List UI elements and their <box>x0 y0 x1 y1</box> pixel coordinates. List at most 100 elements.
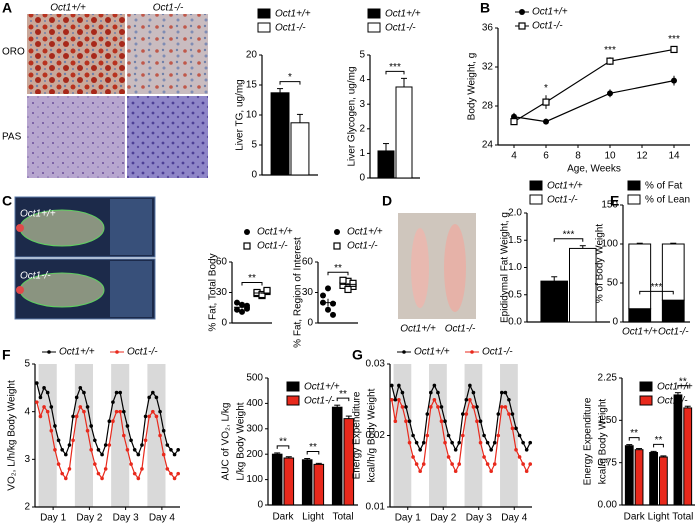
data-point <box>460 412 465 416</box>
y-tick-label: 0.00 <box>598 500 618 511</box>
panel-label: D <box>382 193 392 209</box>
significance-bracket <box>553 238 584 242</box>
data-point <box>234 306 240 313</box>
data-point <box>453 448 458 452</box>
data-point <box>349 279 357 287</box>
significance-bracket <box>279 81 301 85</box>
significance-label: ** <box>309 442 317 453</box>
legend-label: Oct1-/- <box>385 23 416 34</box>
y-axis-label: Liver Glycogen, ug/mg <box>347 66 358 166</box>
bar <box>540 280 569 323</box>
series-line <box>391 383 531 452</box>
data-point <box>140 467 144 471</box>
fat-pad-photo <box>398 213 476 319</box>
data-point <box>325 306 331 313</box>
data-point <box>425 433 430 438</box>
y-tick-label: 24 <box>482 140 494 151</box>
data-point <box>114 390 119 395</box>
data-point <box>489 469 493 474</box>
legend-label: Oct1-/- <box>482 347 513 358</box>
data-point <box>450 440 454 445</box>
data-point <box>172 452 177 457</box>
data-point <box>510 412 515 416</box>
column-label: Oct1-/- <box>153 3 184 14</box>
dark-period <box>38 364 57 507</box>
y-axis-label: L/kg Body Weight <box>236 402 247 480</box>
y-tick-label: 200 <box>246 449 263 460</box>
significance-bracket <box>628 437 640 441</box>
y-tick-label: 28 <box>482 101 494 112</box>
y-tick-label: 100 <box>601 239 618 250</box>
data-point <box>136 476 141 481</box>
data-point <box>325 285 331 292</box>
data-point <box>74 395 79 400</box>
data-point <box>485 440 490 445</box>
y-tick-label: 10 <box>246 110 258 121</box>
data-point <box>111 400 115 404</box>
legend-label: Oct1-/- <box>275 23 306 34</box>
y-tick-label: 1.50 <box>598 415 618 426</box>
y-tick-label: 60 <box>216 257 228 268</box>
y-tick-label: 1.0 <box>508 262 522 273</box>
data-point <box>118 409 122 414</box>
data-point <box>457 440 462 445</box>
legend-label: Oct1+/+ <box>657 382 693 393</box>
legend-label: Oct1-/- <box>657 396 688 407</box>
data-point <box>478 440 483 445</box>
data-point <box>100 452 104 457</box>
y-tick-label: 0.02 <box>366 430 386 441</box>
legend-label: Oct1-/- <box>127 347 158 358</box>
y-axis-label: % Fat, Total Body <box>208 253 219 331</box>
data-point <box>140 443 144 447</box>
y-tick-label: 0.01 <box>366 502 386 513</box>
significance-label: ** <box>339 389 347 400</box>
data-point <box>103 467 108 471</box>
y-tick-label: 30 <box>302 287 314 298</box>
significance-bracket <box>677 385 689 389</box>
data-point <box>524 448 529 452</box>
row-label: ORO <box>2 47 25 58</box>
data-point <box>471 390 476 395</box>
data-point <box>330 311 336 318</box>
data-point <box>671 77 677 84</box>
data-point <box>64 476 68 481</box>
significance-label: ** <box>248 273 256 284</box>
data-point <box>74 414 79 419</box>
data-point <box>154 395 159 400</box>
legend-label: Oct1+/+ <box>532 7 568 18</box>
bar <box>377 150 395 179</box>
dark-period <box>500 364 518 507</box>
panel-label: E <box>610 193 619 209</box>
x-tick-label: 10 <box>604 151 616 162</box>
data-point <box>411 433 415 438</box>
significance-label: *** <box>668 34 680 45</box>
x-tick-label: Day 1 <box>40 513 67 524</box>
dexa-images <box>14 196 156 320</box>
legend-label: Oct1+/+ <box>59 347 95 358</box>
data-point <box>169 471 173 476</box>
bar <box>395 86 413 179</box>
data-point <box>143 414 148 419</box>
x-tick-label: 4 <box>511 151 517 162</box>
data-point <box>132 448 137 452</box>
legend-label: Oct1+/+ <box>385 9 421 20</box>
legend-swatch <box>529 180 543 191</box>
y-tick-label: 5 <box>251 140 257 151</box>
data-point <box>507 397 511 402</box>
significance-label: *** <box>563 229 575 240</box>
y-tick-label: 1 <box>359 148 365 159</box>
legend-marker <box>333 242 341 250</box>
legend-label: Oct1+/+ <box>414 347 450 358</box>
data-point <box>49 428 54 433</box>
histology-image <box>127 14 208 94</box>
bar <box>649 452 658 506</box>
data-point <box>85 428 90 433</box>
data-point <box>407 440 412 445</box>
data-point <box>453 469 458 474</box>
y-tick-label: 0.75 <box>598 457 618 468</box>
x-tick-label: Total <box>332 512 353 523</box>
data-point <box>404 419 408 424</box>
data-point <box>404 405 408 409</box>
x-tick-label: 6 <box>543 151 549 162</box>
y-tick-label: 2.25 <box>598 373 618 384</box>
